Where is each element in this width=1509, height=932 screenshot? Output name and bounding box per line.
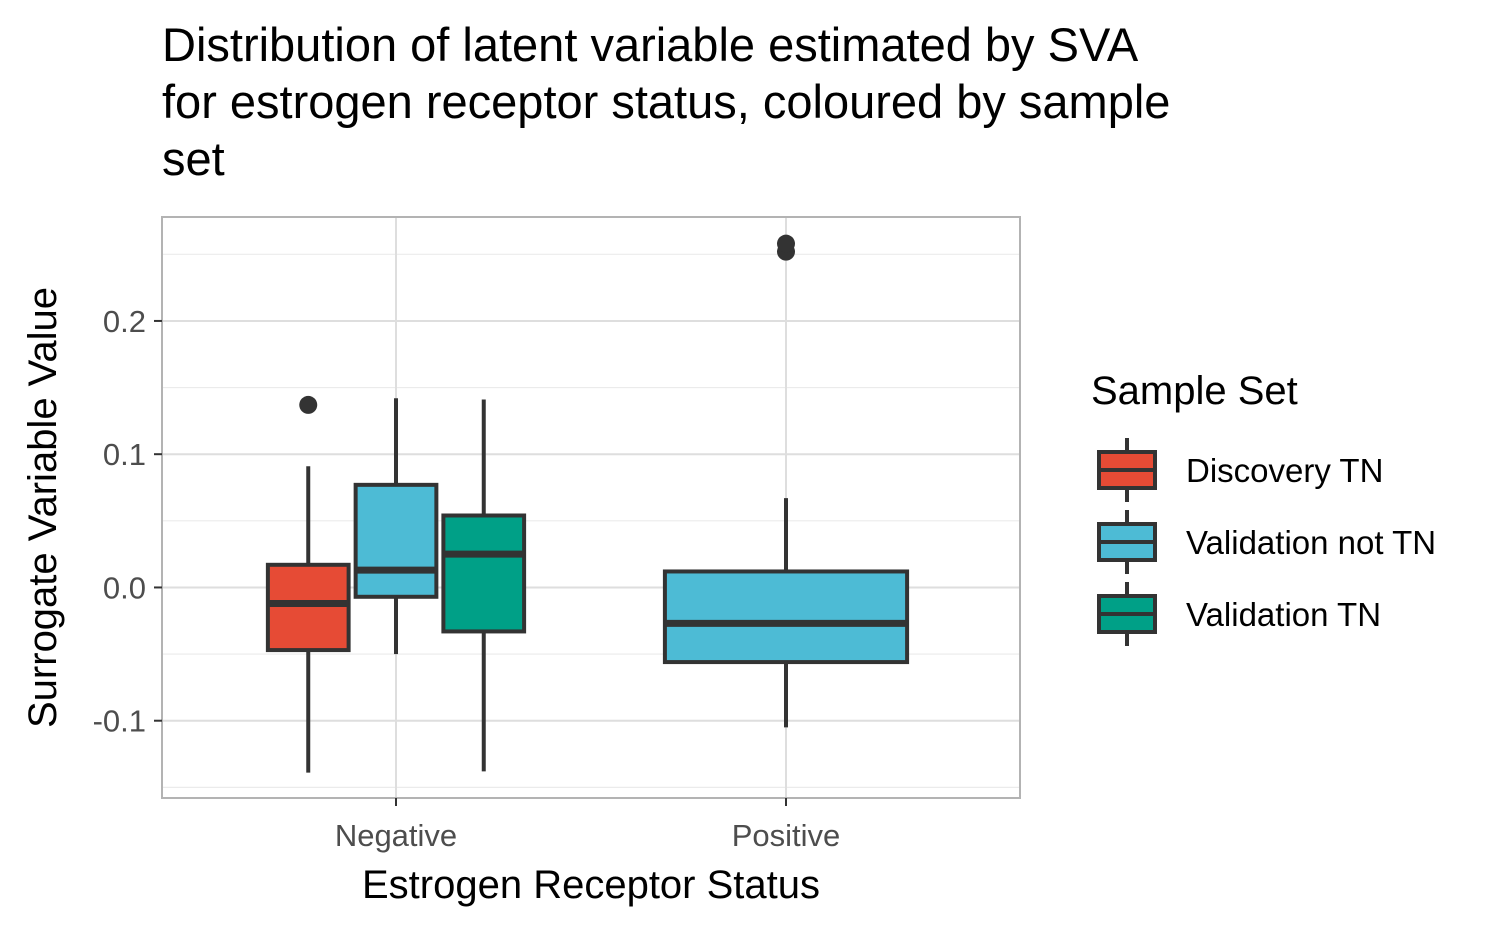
chart-title-line-3: set [162,132,225,185]
panel-border [161,216,1021,799]
chart-title-line-1: Distribution of latent variable estimate… [162,18,1139,71]
legend-title: Sample Set [1091,369,1298,413]
y-tick-label: 0.1 [103,437,146,472]
y-axis-title: Surrogate Variable Value [21,287,65,728]
x-axis-title: Estrogen Receptor Status [362,863,820,907]
y-tick-label: -0.1 [93,704,146,739]
box-validation-not-tn-positive [662,569,910,665]
box-validation-not-tn-negative [353,482,439,599]
y-tick-label: 0.0 [103,570,146,605]
box-validation-tn-negative [441,513,527,634]
plot-panel [162,217,1020,798]
box-validation-not-tn-positive-outlier [777,234,795,253]
x-tick-label: Positive [732,818,841,853]
legend-label: Validation TN [1186,596,1381,633]
legend-label: Discovery TN [1186,452,1383,489]
box-discovery-tn-negative [265,562,351,653]
chart-title: Distribution of latent variable estimate… [162,16,1462,187]
legend-label: Validation not TN [1186,524,1436,561]
x-tick-label: Negative [335,818,457,853]
box-discovery-tn-negative-outlier [299,395,318,414]
y-tick-label: 0.2 [103,304,146,339]
chart-title-line-2: for estrogen receptor status, coloured b… [162,75,1171,128]
